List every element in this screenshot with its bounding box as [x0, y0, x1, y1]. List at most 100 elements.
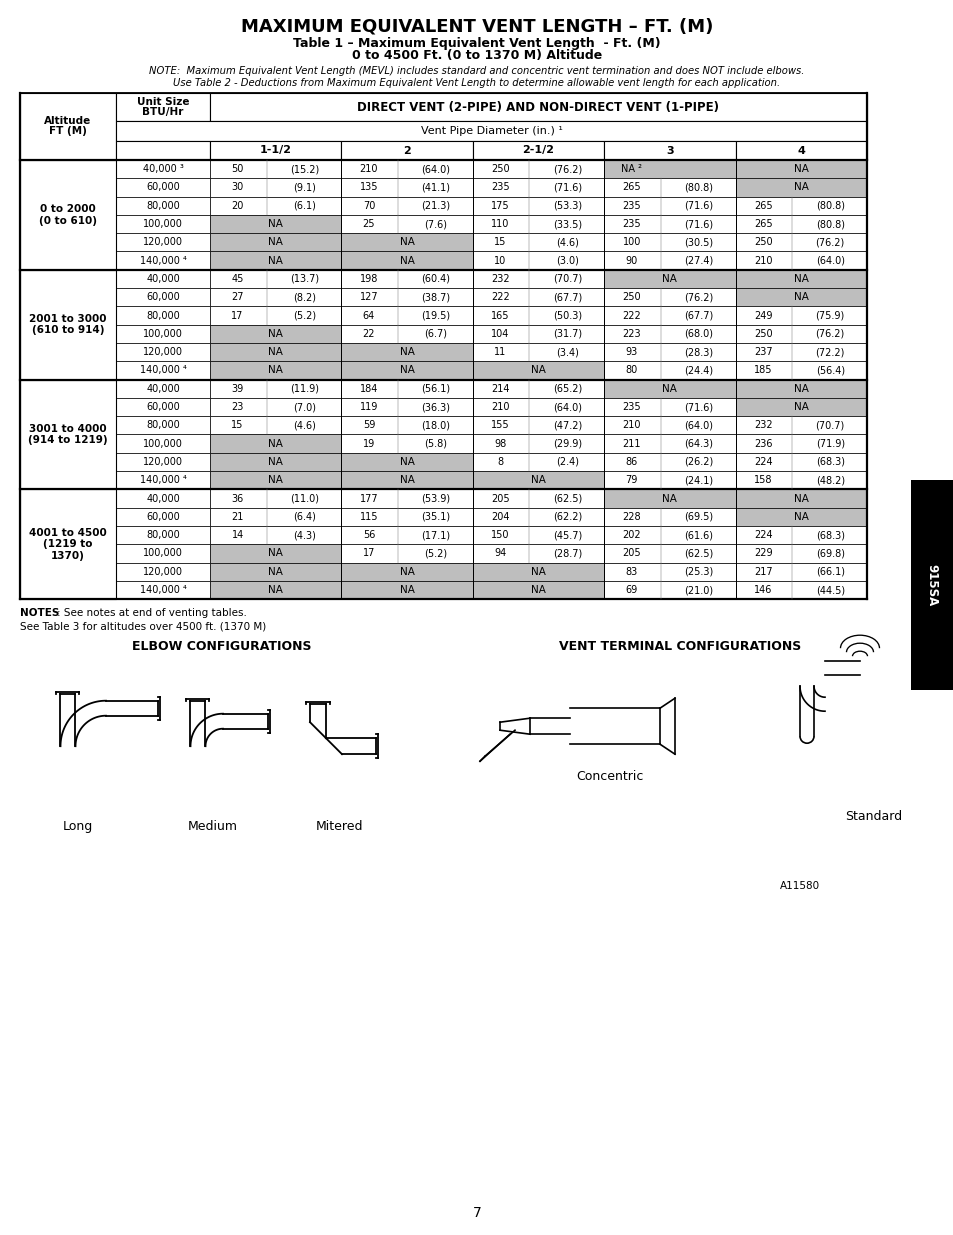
- Text: 237: 237: [753, 347, 772, 357]
- Bar: [473, 288, 603, 306]
- Text: (68.3): (68.3): [815, 457, 843, 467]
- Text: (24.1): (24.1): [683, 475, 713, 485]
- Text: (17.1): (17.1): [421, 530, 450, 540]
- Text: 60,000: 60,000: [146, 293, 180, 303]
- Bar: [735, 325, 866, 343]
- Bar: [603, 471, 735, 489]
- Bar: [735, 288, 866, 306]
- Text: 93: 93: [625, 347, 638, 357]
- Text: (21.0): (21.0): [683, 585, 713, 595]
- Bar: [473, 435, 603, 453]
- Text: A11580: A11580: [779, 882, 820, 892]
- Text: Vent Pipe Diameter (in.) ¹: Vent Pipe Diameter (in.) ¹: [420, 126, 562, 136]
- Bar: [116, 178, 210, 196]
- Text: (33.5): (33.5): [553, 219, 581, 228]
- Bar: [116, 489, 210, 508]
- Text: (66.1): (66.1): [815, 567, 843, 577]
- Text: (62.5): (62.5): [552, 494, 581, 504]
- Bar: [210, 489, 341, 508]
- Bar: [116, 379, 210, 398]
- Text: (2.4): (2.4): [556, 457, 578, 467]
- Text: (7.0): (7.0): [293, 403, 315, 412]
- Text: (11.9): (11.9): [290, 384, 318, 394]
- Text: 158: 158: [753, 475, 772, 485]
- Text: 11: 11: [494, 347, 506, 357]
- Bar: [735, 508, 866, 526]
- Text: (64.3): (64.3): [683, 438, 713, 448]
- Bar: [735, 196, 866, 215]
- Text: (76.2): (76.2): [683, 293, 713, 303]
- Bar: [210, 178, 341, 196]
- Bar: [473, 161, 603, 178]
- Bar: [116, 269, 210, 288]
- Bar: [735, 580, 866, 599]
- Text: Mitered: Mitered: [315, 820, 363, 832]
- Bar: [473, 379, 603, 398]
- Text: (48.2): (48.2): [815, 475, 844, 485]
- Text: (5.8): (5.8): [424, 438, 447, 448]
- Text: 249: 249: [753, 310, 772, 321]
- Text: 140,000 ⁴: 140,000 ⁴: [139, 585, 186, 595]
- Bar: [116, 325, 210, 343]
- Text: NA: NA: [268, 438, 283, 448]
- Bar: [116, 362, 210, 379]
- Text: NA: NA: [531, 475, 545, 485]
- Text: 3001 to 4000
(914 to 1219): 3001 to 4000 (914 to 1219): [29, 424, 108, 446]
- Text: (71.9): (71.9): [815, 438, 844, 448]
- Text: (47.2): (47.2): [552, 420, 581, 430]
- Text: 205: 205: [621, 548, 640, 558]
- Bar: [735, 489, 866, 508]
- Text: 236: 236: [753, 438, 772, 448]
- Text: (24.4): (24.4): [683, 366, 713, 375]
- Text: 2001 to 3000
(610 to 914): 2001 to 3000 (610 to 914): [30, 314, 107, 336]
- Bar: [603, 379, 735, 398]
- Bar: [473, 545, 603, 563]
- Bar: [116, 215, 210, 233]
- Bar: [210, 306, 341, 325]
- Text: NA: NA: [268, 567, 283, 577]
- Text: (76.2): (76.2): [552, 164, 581, 174]
- Text: (5.2): (5.2): [293, 310, 315, 321]
- Bar: [116, 471, 210, 489]
- Text: (64.0): (64.0): [683, 420, 713, 430]
- Text: Altitude: Altitude: [45, 116, 91, 126]
- Text: 70: 70: [362, 201, 375, 211]
- Text: (3.0): (3.0): [556, 256, 578, 266]
- Text: 100,000: 100,000: [143, 329, 183, 338]
- Text: NA: NA: [793, 183, 808, 193]
- Bar: [210, 288, 341, 306]
- Text: 23: 23: [232, 403, 244, 412]
- Text: 14: 14: [232, 530, 243, 540]
- Text: 140,000 ⁴: 140,000 ⁴: [139, 256, 186, 266]
- Bar: [473, 252, 603, 269]
- Bar: [210, 471, 341, 489]
- Bar: [735, 343, 866, 362]
- Text: 64: 64: [362, 310, 375, 321]
- Text: 265: 265: [621, 183, 640, 193]
- Text: (53.3): (53.3): [553, 201, 581, 211]
- Text: NA: NA: [793, 293, 808, 303]
- Text: 2: 2: [403, 146, 411, 156]
- Text: 4: 4: [797, 146, 804, 156]
- Bar: [341, 526, 473, 545]
- Text: Long: Long: [63, 820, 93, 832]
- Text: 135: 135: [359, 183, 377, 193]
- Text: (11.0): (11.0): [290, 494, 318, 504]
- Text: (8.2): (8.2): [293, 293, 315, 303]
- Text: 80: 80: [625, 366, 638, 375]
- Text: 60,000: 60,000: [146, 511, 180, 522]
- Text: 0 to 2000
(0 to 610): 0 to 2000 (0 to 610): [39, 204, 97, 226]
- Bar: [473, 178, 603, 196]
- Text: 165: 165: [491, 310, 509, 321]
- Text: MAXIMUM EQUIVALENT VENT LENGTH – FT. (M): MAXIMUM EQUIVALENT VENT LENGTH – FT. (M): [240, 19, 713, 36]
- Text: (80.8): (80.8): [683, 183, 713, 193]
- Text: NA: NA: [793, 164, 808, 174]
- Bar: [603, 252, 735, 269]
- Bar: [116, 343, 210, 362]
- Bar: [116, 416, 210, 435]
- Text: 1-1/2: 1-1/2: [259, 146, 292, 156]
- Bar: [473, 489, 603, 508]
- Bar: [210, 545, 341, 563]
- Text: NA: NA: [399, 457, 415, 467]
- Text: (71.6): (71.6): [683, 219, 713, 228]
